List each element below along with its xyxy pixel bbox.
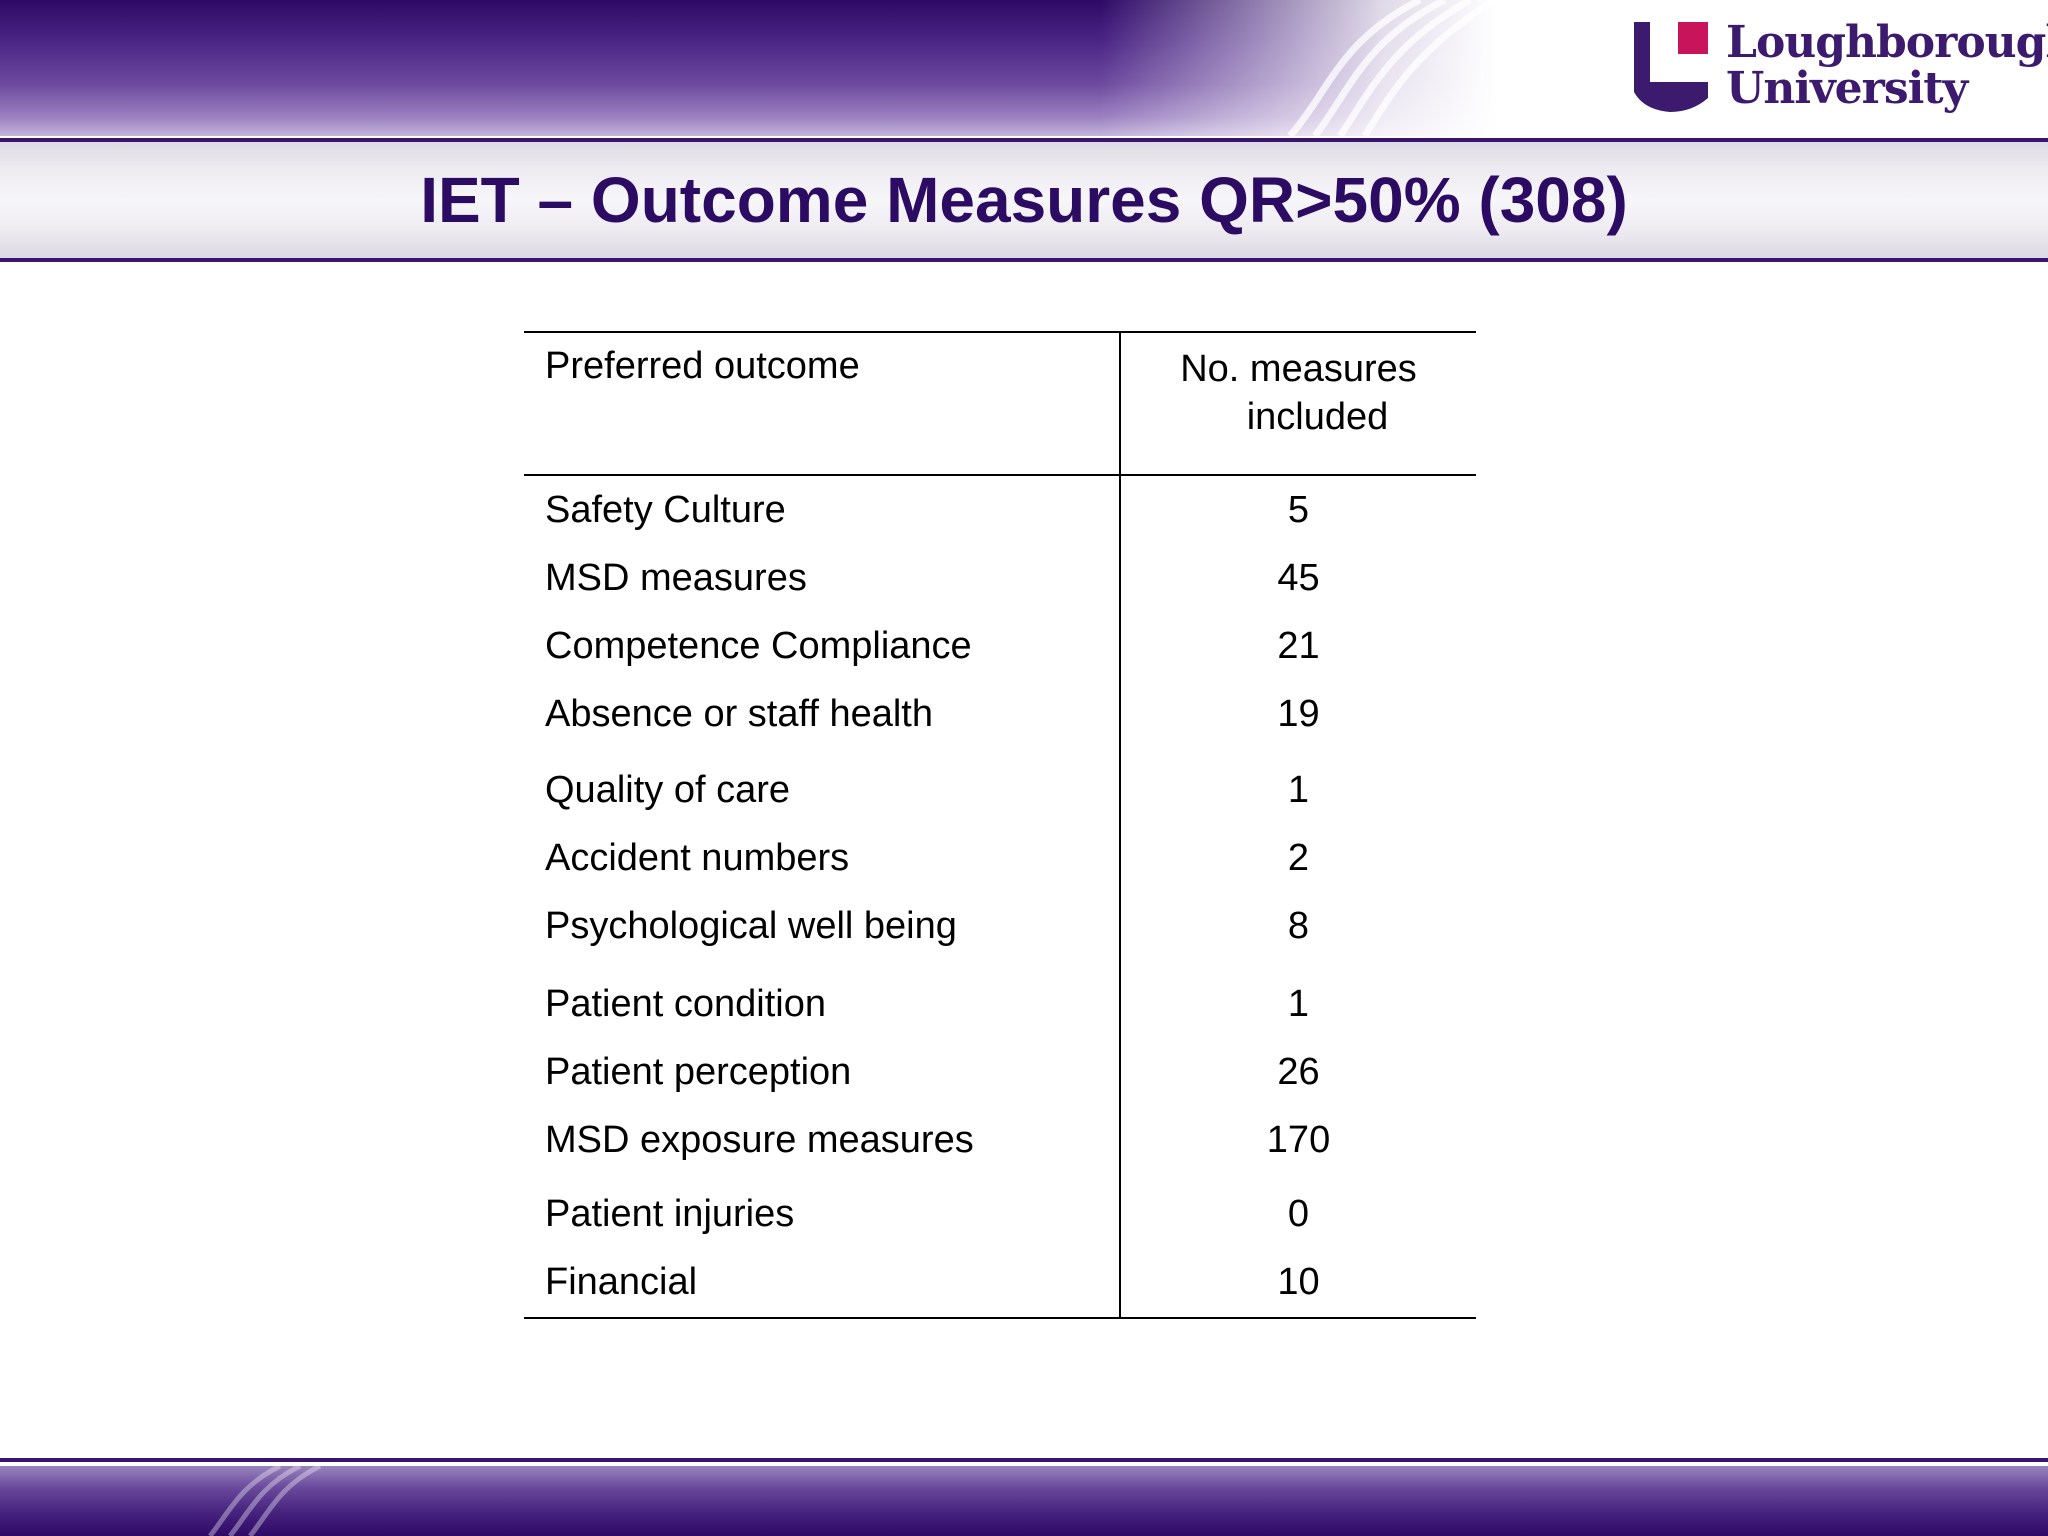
table-top-rule (524, 331, 1476, 333)
table-row-count: 21 (1277, 625, 1320, 667)
table-row-outcome: Safety Culture (545, 489, 786, 531)
table-row-outcome: MSD exposure measures (545, 1119, 974, 1161)
outcome-table: Preferred outcome No. measures included … (524, 331, 1476, 1319)
table-row-count: 2 (1287, 837, 1310, 879)
table-column-divider (1119, 331, 1121, 1319)
decorative-swoosh (208, 1466, 322, 1536)
decorative-swoosh (1287, 0, 1497, 136)
column-header-outcome: Preferred outcome (545, 345, 860, 387)
logo-line-1: Loughborough (1726, 17, 2048, 68)
shield-logo-icon (1634, 22, 1708, 112)
table-row-outcome: Psychological well being (545, 905, 957, 947)
column-header-count: No. measures included (1121, 345, 1476, 441)
logo-line-2: University (1726, 63, 1968, 114)
table-row-outcome: Competence Compliance (545, 625, 972, 667)
table-row-count: 19 (1277, 693, 1320, 735)
table-row-outcome: Absence or staff health (545, 693, 933, 735)
table-row-count: 10 (1277, 1261, 1320, 1303)
table-row-count: 45 (1277, 557, 1320, 599)
table-row-count: 5 (1287, 489, 1310, 531)
footer-divider (0, 1458, 2048, 1462)
table-row-outcome: Patient injuries (545, 1193, 795, 1235)
table-row-count: 26 (1277, 1051, 1320, 1093)
title-band: IET – Outcome Measures QR>50% (308) (0, 142, 2048, 258)
header-divider (0, 138, 2048, 142)
table-row-count: 170 (1266, 1119, 1331, 1161)
column-header-count-line-1: No. measures (1180, 348, 1417, 390)
table-bottom-rule (524, 1317, 1476, 1319)
column-header-count-line-2: included (1246, 396, 1389, 438)
slide-title: IET – Outcome Measures QR>50% (308) (420, 164, 1628, 236)
table-row-count: 8 (1287, 905, 1310, 947)
header-fade (1100, 0, 2048, 136)
logo-wordmark: Loughborough University (1726, 20, 2048, 112)
table-row-count: 0 (1287, 1193, 1310, 1235)
table-row-count: 1 (1287, 983, 1310, 1025)
table-row-outcome: MSD measures (545, 557, 807, 599)
table-row-outcome: Patient perception (545, 1051, 852, 1093)
table-row-outcome: Quality of care (545, 769, 790, 811)
title-divider (0, 258, 2048, 262)
table-row-count: 1 (1287, 769, 1310, 811)
footer-band (0, 1466, 2048, 1536)
table-header-rule (524, 474, 1476, 476)
table-row-outcome: Accident numbers (545, 837, 850, 879)
university-logo: Loughborough University (1632, 20, 2048, 116)
table-row-outcome: Financial (545, 1261, 698, 1303)
table-row-outcome: Patient condition (545, 983, 826, 1025)
